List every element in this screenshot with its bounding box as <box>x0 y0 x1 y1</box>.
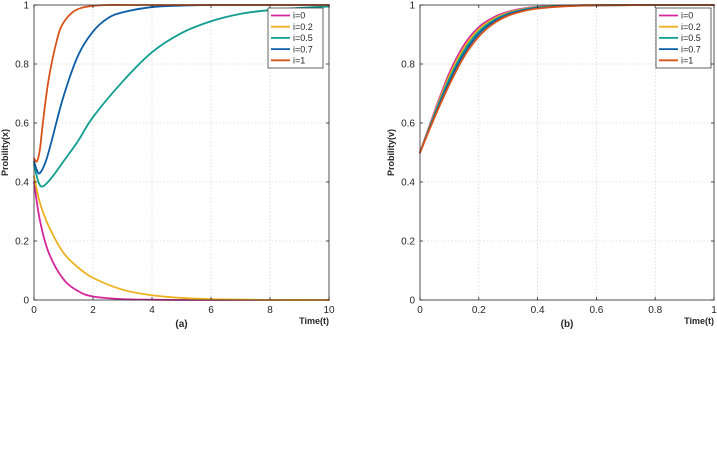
legend-label: i=0.5 <box>681 33 701 43</box>
y-tick-label: 0.2 <box>401 237 415 248</box>
y-axis-label: Probility(v) <box>386 129 396 176</box>
x-tick-label: 1 <box>711 305 717 316</box>
x-axis-label: Time(t) <box>684 316 714 326</box>
series-line-i-0-5 <box>33 5 330 188</box>
x-tick-label: 8 <box>267 305 273 316</box>
legend: i=0i=0.2i=0.5i=0.7 i=1 <box>267 7 324 69</box>
legend-label: i=0 <box>293 11 305 21</box>
legend-label: i=0 <box>681 11 693 21</box>
y-tick-label: 0.8 <box>15 60 29 71</box>
y-tick-label: 0.2 <box>15 237 29 248</box>
y-tick-label: 0 <box>409 296 415 307</box>
x-tick-label: 0.4 <box>531 305 545 316</box>
chart-panel-a: 0 2 4 6 8 10 0 0.2 0.4 0.6 0.8 1 Time(t) Probility(x)… <box>0 1 335 331</box>
x-tick-label: 2 <box>90 305 96 316</box>
y-tick-label: 0.6 <box>401 119 415 130</box>
x-tick-label: 0.8 <box>648 305 662 316</box>
plot-area-frame <box>33 4 330 301</box>
x-tick-label: 0 <box>417 305 423 316</box>
y-tick-label: 0.8 <box>401 60 415 71</box>
legend: i=0i=0.2i=0.5i=0.7 i=1 <box>655 7 712 69</box>
x-tick-label: 4 <box>149 305 155 316</box>
plot-area-frame <box>419 4 715 301</box>
x-tick-label: 0.6 <box>589 305 603 316</box>
series-line-i-0-2 <box>33 175 330 301</box>
legend-label: i=0.5 <box>293 33 313 43</box>
y-axis-label: Probility(x) <box>0 129 10 176</box>
legend-label: i=0.2 <box>681 22 701 32</box>
panel-caption: (b) <box>561 319 574 330</box>
legend-label: i=0.2 <box>293 22 313 32</box>
panel-caption: (a) <box>175 319 187 330</box>
x-tick-label: 0 <box>31 305 37 316</box>
y-tick-label: 0.6 <box>15 119 29 130</box>
chart-panel-b: 0 0.2 0.4 0.6 0.8 100.20.40.60.81Time(t)Probi… <box>386 1 717 331</box>
y-tick-label: 1 <box>23 1 29 12</box>
legend-label: i=1 <box>293 56 305 66</box>
y-tick-label: 0.4 <box>401 178 415 189</box>
y-tick-label: 1 <box>409 1 415 12</box>
x-axis-label: Time(t) <box>299 316 329 326</box>
y-tick-label: 0 <box>23 296 29 307</box>
legend-label: i=1 <box>681 56 693 66</box>
x-tick-label: 0.2 <box>472 305 486 316</box>
x-tick-label: 6 <box>208 305 214 316</box>
x-tick-label: 10 <box>323 305 335 316</box>
legend-label: i=0.7 <box>293 44 313 54</box>
legend-label: i=0.7 <box>681 44 701 54</box>
y-tick-label: 0.4 <box>15 178 29 189</box>
